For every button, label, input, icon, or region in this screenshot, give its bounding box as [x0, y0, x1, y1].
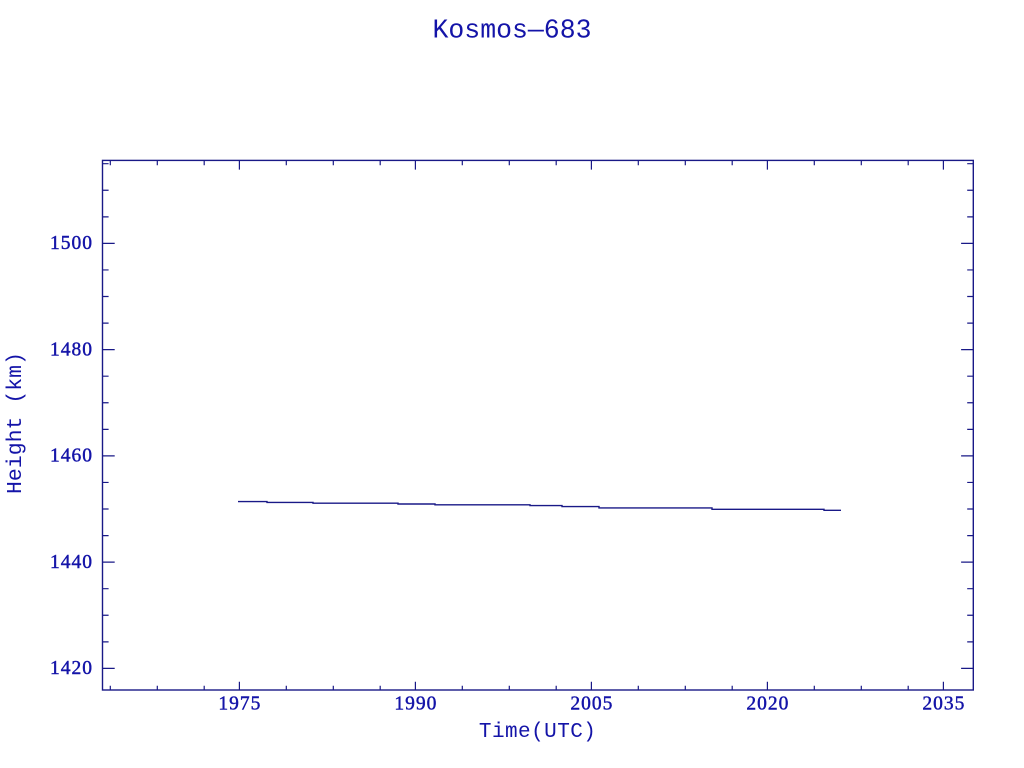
svg-text:1990: 1990 [394, 694, 436, 715]
svg-text:2035: 2035 [922, 694, 964, 715]
svg-text:1440: 1440 [50, 552, 92, 573]
svg-text:Height (km): Height (km) [4, 352, 28, 494]
svg-text:2020: 2020 [746, 694, 788, 715]
svg-text:1975: 1975 [218, 694, 260, 715]
svg-text:Kosmos—683: Kosmos—683 [433, 16, 592, 46]
svg-text:1500: 1500 [50, 233, 92, 254]
svg-text:Time(UTC): Time(UTC) [479, 721, 596, 744]
svg-text:1420: 1420 [50, 658, 92, 679]
svg-text:2005: 2005 [570, 694, 612, 715]
svg-text:1460: 1460 [50, 446, 92, 467]
svg-text:1480: 1480 [50, 339, 92, 360]
